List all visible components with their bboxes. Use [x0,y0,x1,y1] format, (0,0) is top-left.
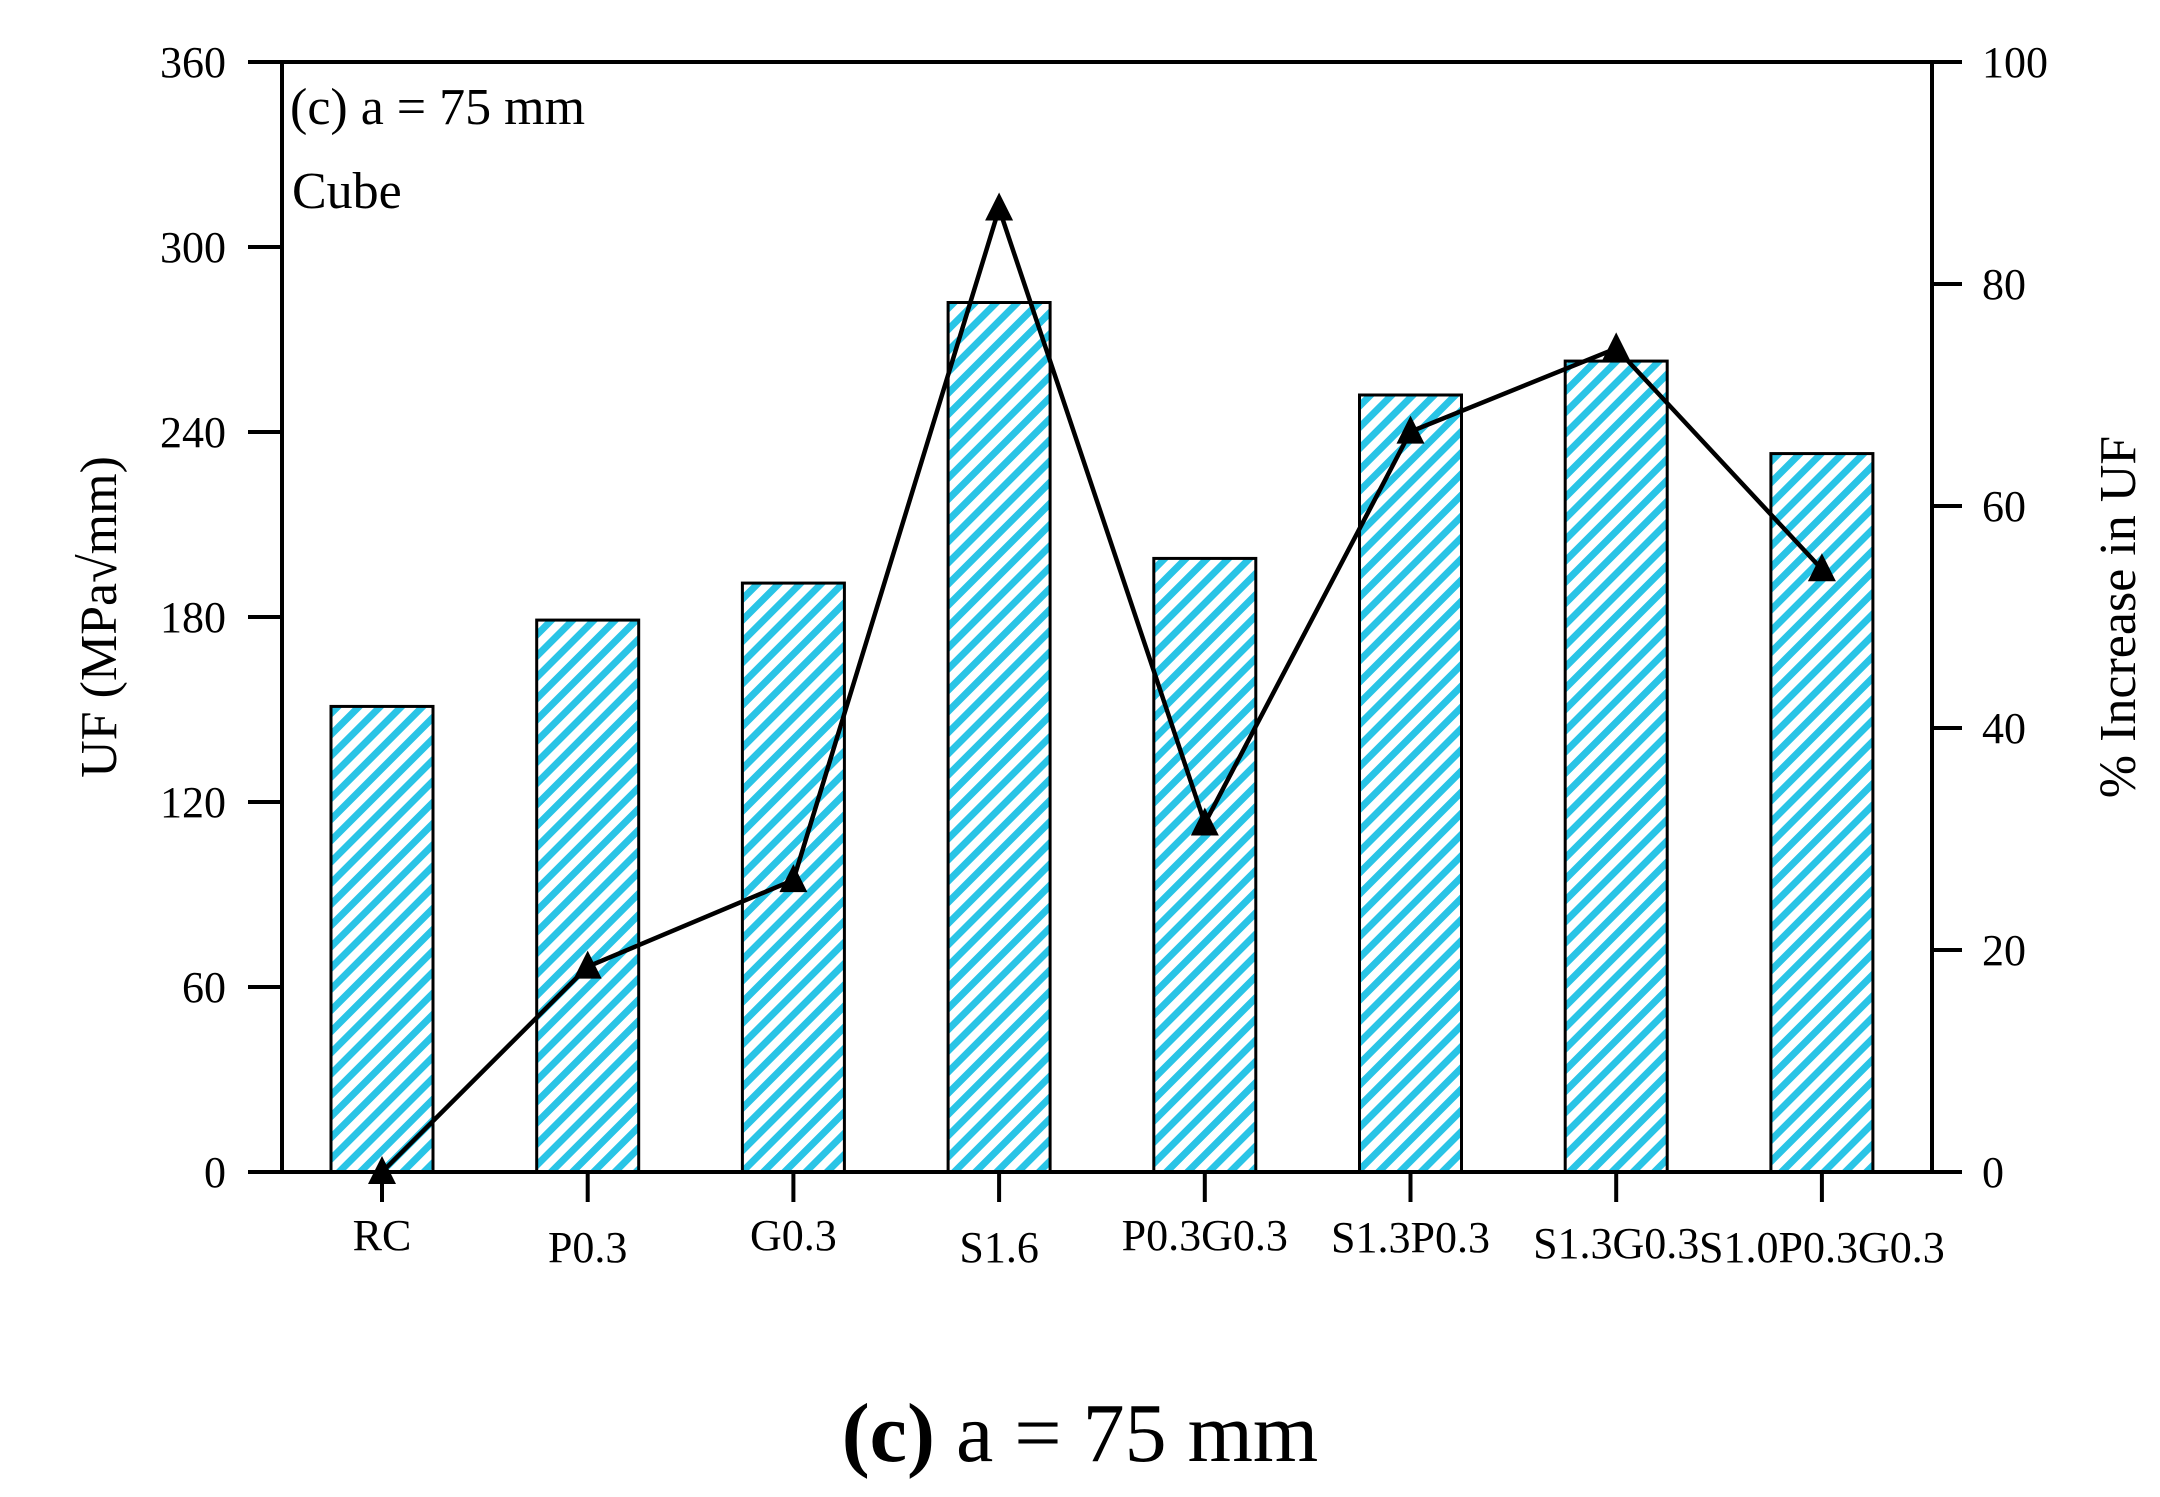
y2-tick-label: 40 [1982,704,2026,753]
x-tick-label: S1.6 [959,1223,1038,1272]
marker-G0.3 [779,864,808,893]
x-tick-label: G0.3 [750,1211,837,1260]
y2-tick-label: 60 [1982,482,2026,531]
x-tick-label: P0.3G0.3 [1122,1211,1288,1260]
bar-P0.3G0.3 [1152,556,1258,1174]
y-tick-label: 60 [182,963,226,1012]
x-axis-ticks: RC P0.3 G0.3 S1.6 P0.3G0.3 S1.3P0.3 S1.3G0.3 S1… [353,1172,1945,1272]
bar-S1.3G0.3 [1563,359,1669,1174]
y2-tick-label: 20 [1982,926,2026,975]
x-tick-label: S1.3G0.3 [1533,1219,1699,1268]
y-tick-label: 0 [204,1148,226,1197]
y-tick-label: 120 [160,778,226,827]
bar-S1.6 [946,301,1052,1174]
y2-tick-label: 100 [1982,38,2048,87]
y-axis-title: UF (MPa√mm) [71,456,128,778]
panel-label: (c) a = 75 mm [290,79,585,136]
bars-layer [329,301,1875,1174]
bar-P0.3 [535,618,641,1174]
marker-S1.0P0.3G0.3 [1807,553,1836,582]
increase-line [380,201,1824,1174]
x-tick-label: S1.3P0.3 [1331,1213,1490,1262]
y2-tick-label: 80 [1982,260,2026,309]
marker-S1.6 [985,192,1014,221]
marker-P0.3G0.3 [1190,807,1219,836]
marker-RC [368,1156,396,1184]
y2-tick-label: 0 [1982,1148,2004,1197]
x-tick-label: S1.0P0.3G0.3 [1699,1223,1945,1272]
x-tick-label: P0.3 [548,1223,627,1272]
figure-caption: (c) a = 75 mm [0,1385,2160,1482]
right-axis-ticks: 0 20 40 60 80 100 [1932,38,2048,1197]
x-tick-label: RC [353,1211,412,1260]
y-tick-label: 300 [160,223,226,272]
bar-RC [329,704,435,1174]
bar-S1.3P0.3 [1358,393,1463,1174]
marker-P0.3 [573,950,602,979]
caption-letter: (c) [841,1387,935,1480]
y-tick-label: 180 [160,593,226,642]
marker-S1.3P0.3 [1396,415,1425,444]
y2-axis-title: % Increase in UF [2090,436,2147,798]
marker-S1.3G0.3 [1602,332,1631,361]
left-axis-ticks: 0 60 120 180 240 300 360 [160,38,282,1197]
line-layer [368,192,1836,1184]
shape-label: Cube [292,163,402,220]
y-tick-label: 360 [160,38,226,87]
caption-text: a = 75 mm [934,1387,1319,1480]
y-tick-label: 240 [160,408,226,457]
